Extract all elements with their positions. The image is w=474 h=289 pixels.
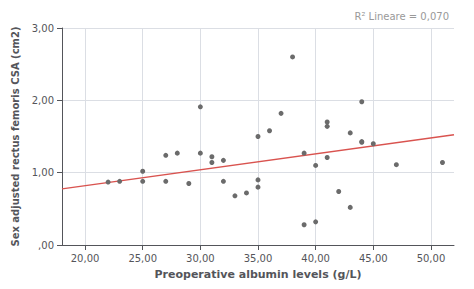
svg-text:25,00: 25,00 — [128, 253, 157, 264]
svg-text:40,00: 40,00 — [301, 253, 330, 264]
svg-text:20,00: 20,00 — [71, 253, 100, 264]
svg-text:35,00: 35,00 — [244, 253, 273, 264]
svg-text:Sex adjusted rectus femoris CS: Sex adjusted rectus femoris CSA (cm2) — [10, 26, 21, 246]
svg-text:1,00: 1,00 — [32, 167, 54, 178]
svg-text:,00: ,00 — [38, 240, 54, 251]
svg-text:50,00: 50,00 — [417, 253, 446, 264]
svg-text:Preoperative albumin levels (g: Preoperative albumin levels (g/L) — [155, 268, 362, 281]
svg-text:30,00: 30,00 — [186, 253, 215, 264]
svg-text:45,00: 45,00 — [359, 253, 388, 264]
svg-text:3,00: 3,00 — [32, 23, 54, 34]
svg-text:2,00: 2,00 — [32, 95, 54, 106]
svg-text:R² Lineare = 0,070: R² Lineare = 0,070 — [354, 11, 449, 22]
